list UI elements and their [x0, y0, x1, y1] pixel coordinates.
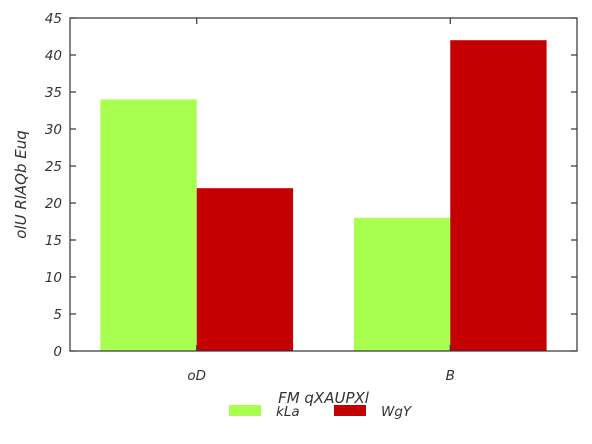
- y-tick-label: 0: [53, 344, 62, 360]
- legend-swatch-kLa: [229, 405, 261, 416]
- y-tick-label: 35: [45, 85, 62, 101]
- x-axis-ticks: oD B: [187, 18, 455, 384]
- legend-swatch-WgY: [334, 405, 366, 416]
- y-tick-label: 10: [45, 270, 62, 286]
- legend-label-kLa: kLa: [276, 404, 300, 420]
- y-tick-label: 30: [45, 122, 62, 138]
- bar-kLa-B: [353, 217, 451, 351]
- x-tick-label: oD: [187, 368, 206, 384]
- plot-frame: [69, 17, 578, 352]
- y-axis-ticks: 0 5 10 15 20 25 30 35 40 45: [45, 11, 577, 360]
- y-axis-label: olU RlAQb Euq: [12, 130, 30, 239]
- y-tick-label: 45: [45, 11, 62, 27]
- bar-kLa-oD: [100, 99, 197, 352]
- x-axis-label: FM qXAUPXl: [278, 389, 370, 407]
- bar-WgY-B: [450, 40, 547, 351]
- x-tick-label: B: [446, 368, 455, 384]
- y-tick-label: 25: [45, 159, 62, 175]
- y-tick-label: 5: [53, 307, 62, 323]
- legend-label-WgY: WgY: [381, 404, 413, 420]
- y-tick-label: 20: [45, 196, 62, 212]
- bar-WgY-oD: [196, 188, 294, 351]
- bars-group: [100, 40, 547, 352]
- y-tick-label: 40: [45, 48, 62, 64]
- legend: kLa WgY: [229, 404, 413, 420]
- y-tick-label: 15: [45, 233, 62, 249]
